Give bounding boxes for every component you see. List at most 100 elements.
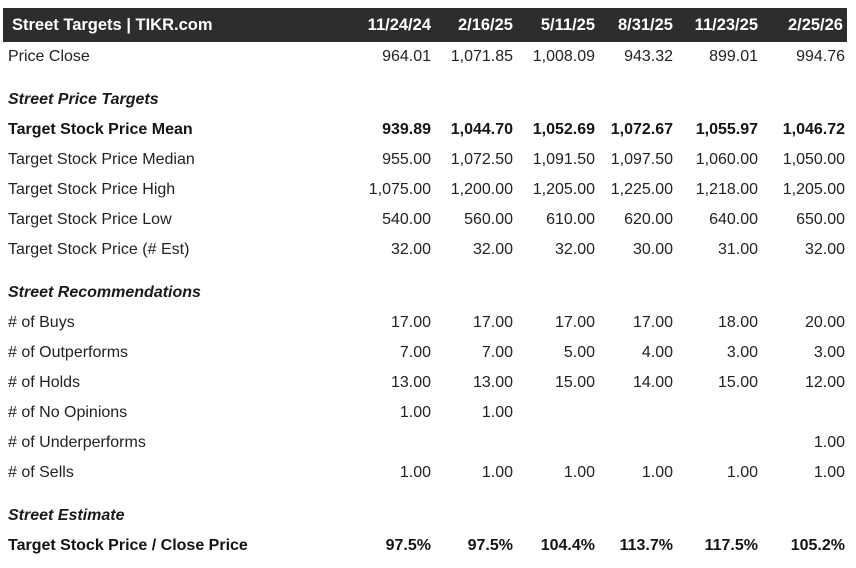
column-header-date: 8/31/25	[617, 15, 673, 34]
cell-value: 1.00	[563, 464, 595, 481]
cell-value: 1,044.70	[450, 121, 513, 138]
cell-value: 4.00	[641, 344, 673, 361]
row-label: Target Stock Price Mean	[8, 121, 193, 138]
section-label: Street Estimate	[8, 507, 125, 524]
column-header-date: 5/11/25	[540, 15, 595, 34]
cell-value: 1,008.09	[532, 48, 595, 65]
cell-value: 17.00	[554, 314, 595, 331]
cell-value: 1.00	[641, 464, 673, 481]
column-header-date: 2/16/25	[457, 15, 513, 34]
cell-value	[673, 428, 758, 458]
cell-value: 1,046.72	[782, 121, 845, 138]
column-header-date: 2/25/26	[787, 15, 843, 34]
section-row: Street Estimate	[0, 488, 856, 531]
cell-value: 17.00	[472, 314, 513, 331]
row-label: Target Stock Price Median	[8, 151, 195, 168]
cell-value: 1.00	[399, 404, 431, 421]
cell-value: 640.00	[709, 211, 758, 228]
cell-value: 1,218.00	[695, 181, 758, 198]
cell-value: 994.76	[796, 48, 845, 65]
table-row: # of Holds 13.00 13.00 15.00 14.00 15.00 12.00	[0, 368, 856, 398]
cell-value	[595, 428, 673, 458]
cell-value: 1,075.00	[368, 181, 431, 198]
cell-value: 15.00	[717, 374, 758, 391]
cell-value: 1,055.97	[695, 121, 758, 138]
cell-value: 560.00	[464, 211, 513, 228]
cell-value: 1,097.50	[610, 151, 673, 168]
cell-value: 12.00	[804, 374, 845, 391]
cell-value: 32.00	[804, 241, 845, 258]
cell-value: 13.00	[472, 374, 513, 391]
cell-value: 32.00	[554, 241, 595, 258]
cell-value: 943.32	[624, 48, 673, 65]
table-header-bar: Street Targets | TIKR.com 11/24/24 2/16/…	[3, 8, 847, 42]
table-row: Price Close 964.01 1,071.85 1,008.09 943.32 8…	[0, 42, 856, 72]
cell-value: 97.5%	[467, 537, 513, 554]
table-body: Price Close 964.01 1,071.85 1,008.09 943.32 8…	[0, 42, 856, 561]
street-targets-table: Price Close 964.01 1,071.85 1,008.09 943.32 8…	[0, 42, 856, 561]
table-row: Target Stock Price / Close Price 97.5% 97.…	[0, 531, 856, 561]
section-label: Street Price Targets	[8, 91, 159, 108]
cell-value: 1,072.67	[610, 121, 673, 138]
cell-value: 104.4%	[540, 537, 595, 554]
table-row: # of Outperforms 7.00 7.00 5.00 4.00 3.00 3.00	[0, 338, 856, 368]
cell-value: 540.00	[382, 211, 431, 228]
cell-value: 1.00	[726, 464, 758, 481]
cell-value: 1,091.50	[532, 151, 595, 168]
cell-value: 3.00	[726, 344, 758, 361]
row-label: # of Outperforms	[8, 344, 129, 361]
cell-value	[673, 398, 758, 428]
row-label: Price Close	[8, 48, 90, 65]
cell-value: 1,205.00	[532, 181, 595, 198]
cell-value	[513, 428, 595, 458]
cell-value: 13.00	[390, 374, 431, 391]
cell-value: 1.00	[813, 434, 845, 451]
cell-value	[350, 428, 431, 458]
cell-value: 955.00	[382, 151, 431, 168]
table-row: # of Underperforms 1.00	[0, 428, 856, 458]
cell-value: 20.00	[804, 314, 845, 331]
cell-value: 31.00	[717, 241, 758, 258]
cell-value: 1,071.85	[450, 48, 513, 65]
cell-value: 899.01	[709, 48, 758, 65]
cell-value: 117.5%	[704, 537, 758, 554]
table-row: # of No Opinions 1.00 1.00	[0, 398, 856, 428]
cell-value: 32.00	[390, 241, 431, 258]
cell-value: 1,052.69	[532, 121, 595, 138]
cell-value: 17.00	[390, 314, 431, 331]
cell-value: 620.00	[624, 211, 673, 228]
cell-value: 7.00	[399, 344, 431, 361]
cell-value: 18.00	[717, 314, 758, 331]
cell-value: 7.00	[481, 344, 513, 361]
cell-value: 964.01	[382, 48, 431, 65]
row-label: # of Holds	[8, 374, 81, 391]
table-row: Target Stock Price Median 955.00 1,072.50 1…	[0, 145, 856, 175]
table-row: Target Stock Price Low 540.00 560.00 610.00…	[0, 205, 856, 235]
cell-value: 1.00	[813, 464, 845, 481]
cell-value: 1,050.00	[782, 151, 845, 168]
cell-value: 939.89	[382, 121, 431, 138]
cell-value: 1,205.00	[782, 181, 845, 198]
row-label: # of Underperforms	[8, 434, 146, 451]
cell-value: 1,225.00	[610, 181, 673, 198]
cell-value: 1,200.00	[450, 181, 513, 198]
row-label: Target Stock Price / Close Price	[8, 537, 248, 554]
cell-value: 14.00	[632, 374, 673, 391]
column-header-date: 11/23/25	[694, 15, 758, 34]
row-label: Target Stock Price (# Est)	[8, 241, 190, 258]
section-row: Street Price Targets	[0, 72, 856, 115]
cell-value: 5.00	[563, 344, 595, 361]
cell-value: 1.00	[481, 464, 513, 481]
cell-value: 113.7%	[619, 537, 673, 554]
cell-value: 97.5%	[385, 537, 431, 554]
cell-value: 1.00	[481, 404, 513, 421]
table-row: # of Buys 17.00 17.00 17.00 17.00 18.00 20.00	[0, 308, 856, 338]
table-row: # of Sells 1.00 1.00 1.00 1.00 1.00 1.00	[0, 458, 856, 488]
row-label: Target Stock Price High	[8, 181, 176, 198]
cell-value	[595, 398, 673, 428]
cell-value: 650.00	[796, 211, 845, 228]
row-label: Target Stock Price Low	[8, 211, 172, 228]
table-title: Street Targets | TIKR.com	[12, 15, 213, 34]
table-row: Target Stock Price High 1,075.00 1,200.00 1…	[0, 175, 856, 205]
table-row: Target Stock Price (# Est) 32.00 32.00 32.0…	[0, 235, 856, 265]
